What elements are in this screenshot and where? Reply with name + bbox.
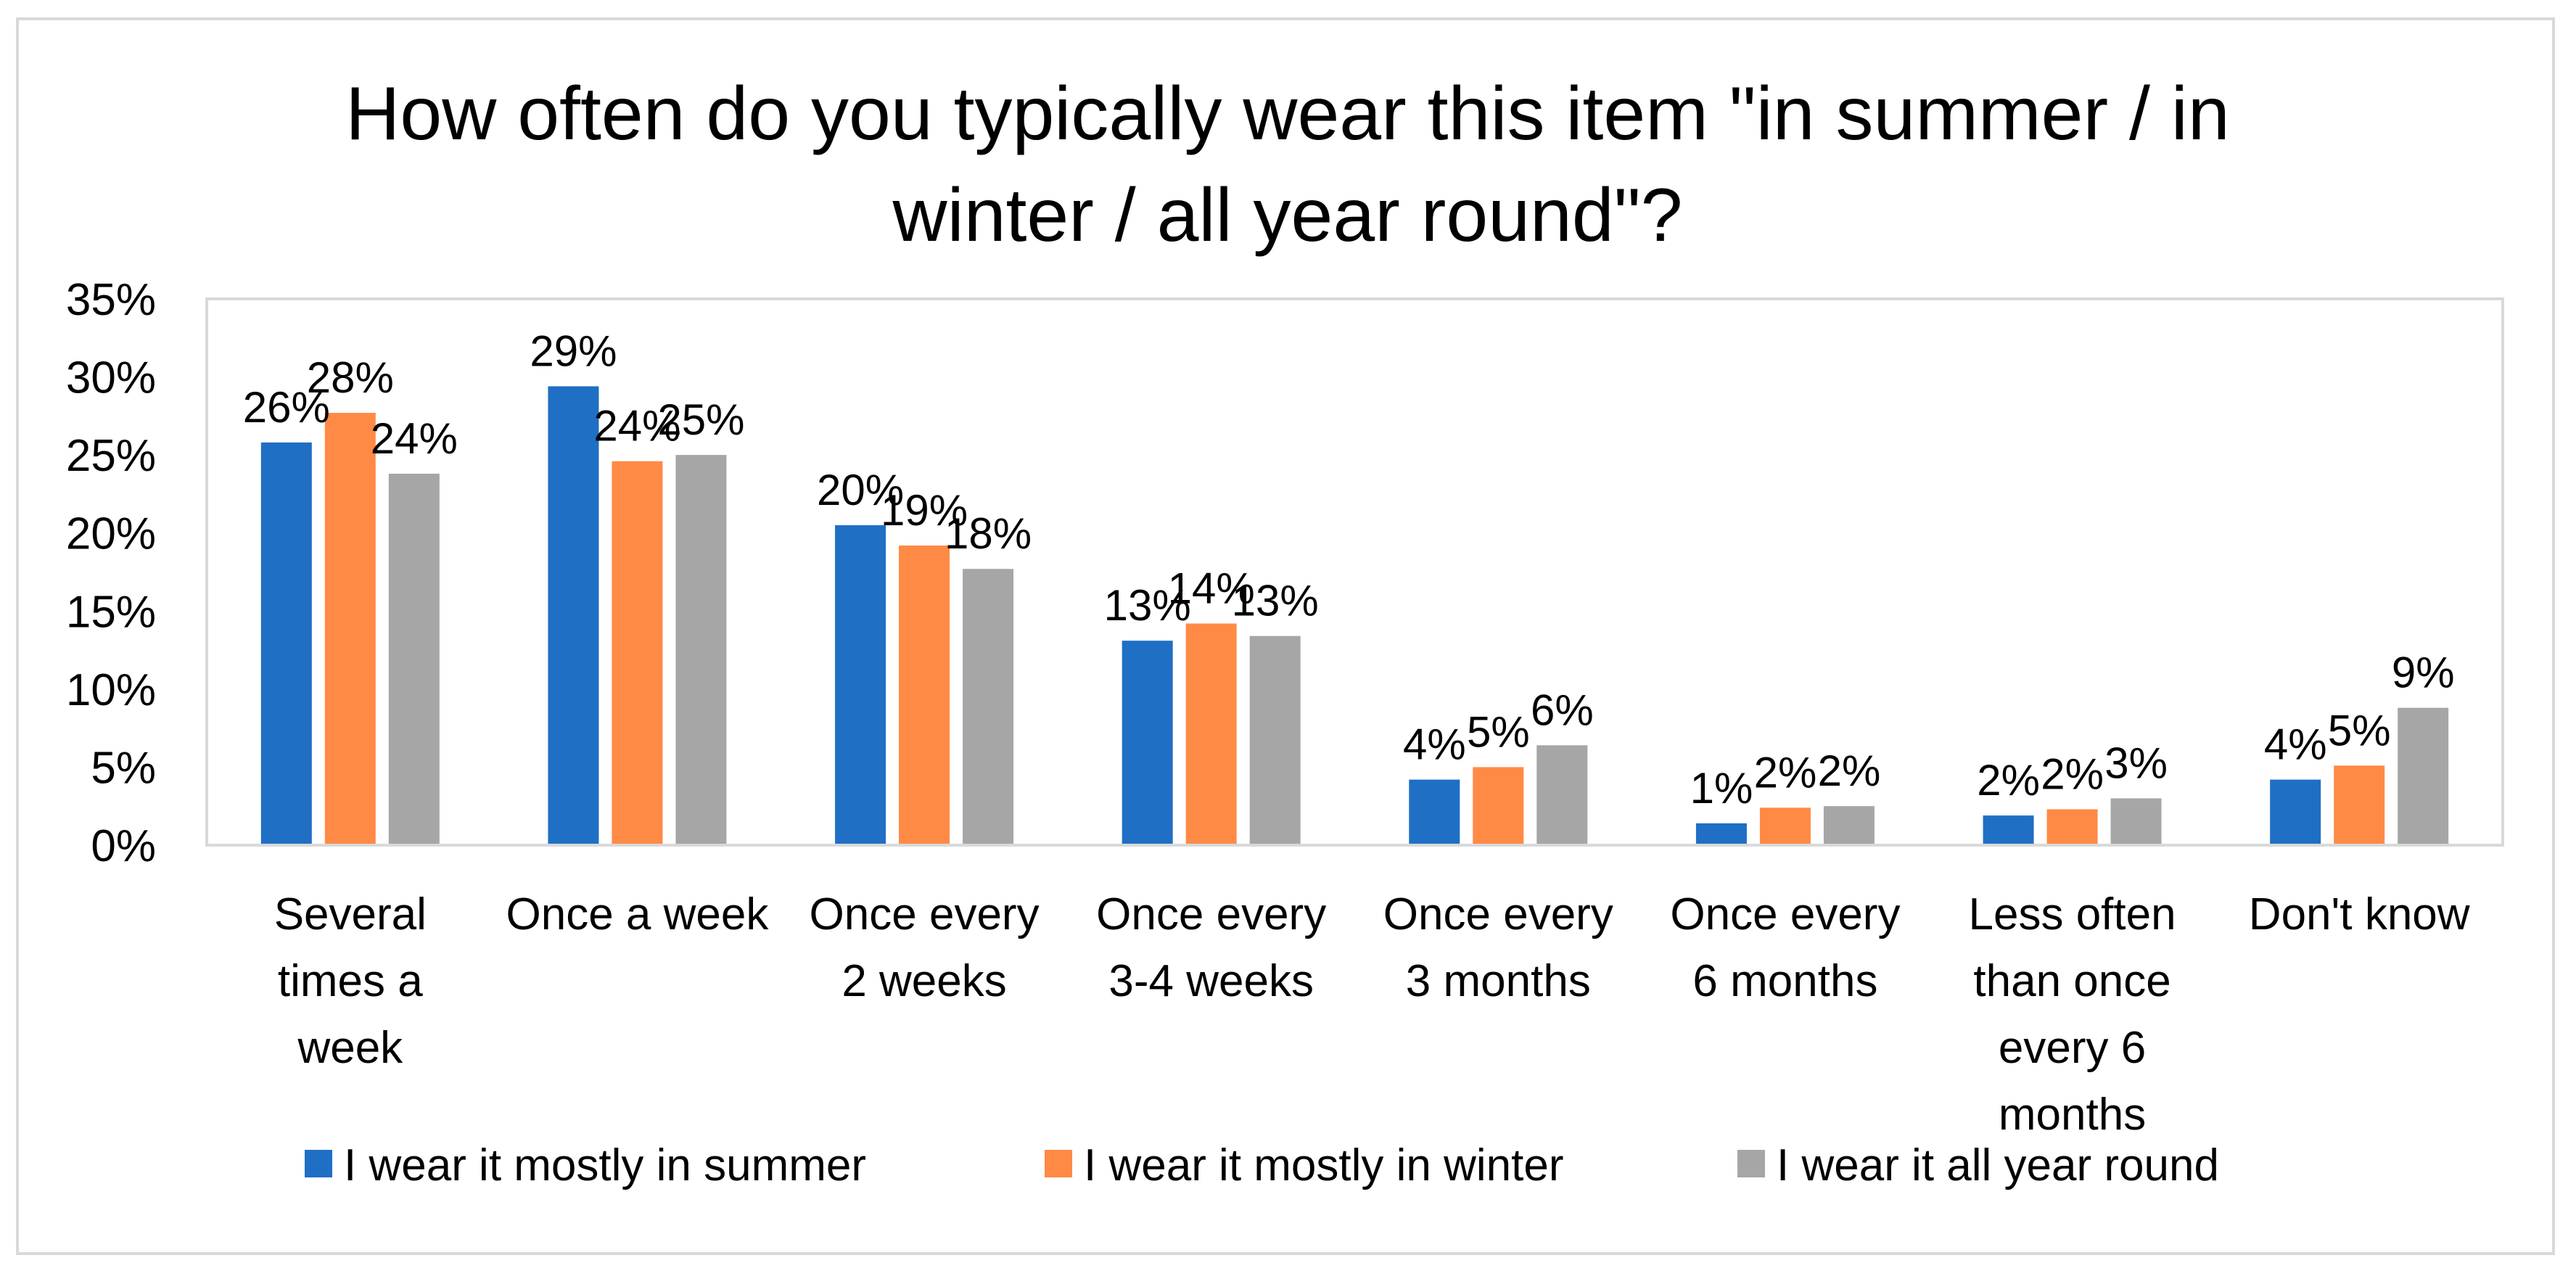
bar — [2398, 707, 2449, 845]
x-tick-label: 3-4 weeks — [1108, 956, 1314, 1006]
data-label: 24% — [593, 402, 680, 451]
bar — [612, 461, 663, 845]
legend-label: I wear it mostly in winter — [1084, 1140, 1564, 1190]
x-axis: Several times a week Once a week Once every 2… — [274, 889, 2470, 1140]
data-label: 19% — [881, 486, 968, 535]
data-labels: 26%29%20%13%4%1% 2%4%28%24%19%14%5%2% 2%5%… — [243, 326, 2455, 812]
chart-title: How often do you typically wear this ite… — [345, 72, 2229, 258]
bar — [388, 473, 440, 845]
data-label: 5% — [1467, 707, 1530, 756]
bar — [899, 545, 950, 845]
legend-label: I wear it all year round — [1777, 1140, 2219, 1190]
x-tick-label: Once every — [810, 889, 1040, 939]
data-label: 13% — [1104, 581, 1191, 630]
bar — [1983, 815, 2034, 845]
bar — [1759, 807, 1811, 845]
chart-title-line: winter / all year round"? — [892, 173, 1682, 258]
bar — [963, 569, 1014, 845]
bars — [260, 386, 2449, 845]
data-label: 13% — [1232, 577, 1319, 625]
bar — [260, 442, 312, 845]
data-label: 1% — [1690, 764, 1753, 813]
x-tick-label: Don't know — [2249, 889, 2470, 939]
data-label: 14% — [1168, 564, 1255, 612]
y-tick-label: 10% — [66, 665, 156, 715]
data-label: 3% — [2104, 739, 2168, 787]
x-tick-label: Once a week — [506, 889, 770, 939]
data-label: 4% — [2264, 720, 2327, 769]
y-tick-label: 25% — [66, 431, 156, 481]
bar — [835, 525, 886, 845]
y-tick-label: 5% — [91, 743, 156, 793]
data-label: 2% — [1754, 748, 1817, 797]
bar — [2110, 798, 2162, 845]
x-tick-label: months — [1999, 1090, 2146, 1140]
data-label: 26% — [243, 383, 330, 432]
x-tick-label: 2 weeks — [841, 956, 1006, 1006]
data-label: 28% — [307, 353, 394, 402]
legend: I wear it mostly in summer I wear it most… — [305, 1140, 2219, 1190]
legend-swatch — [305, 1150, 332, 1177]
x-tick-label: 3 months — [1406, 956, 1591, 1006]
y-tick-label: 35% — [66, 275, 156, 325]
data-label: 20% — [817, 466, 904, 514]
data-label: 5% — [2328, 706, 2391, 754]
y-tick-label: 0% — [91, 821, 156, 871]
y-tick-label: 20% — [66, 509, 156, 559]
data-label: 9% — [2392, 649, 2455, 697]
x-tick-label: Several — [274, 889, 427, 939]
bar — [548, 386, 599, 845]
x-tick-label: Once every — [1383, 889, 1613, 939]
bar — [2270, 779, 2321, 845]
legend-swatch — [1045, 1150, 1072, 1177]
data-label: 2% — [1818, 746, 1881, 795]
bar — [2334, 765, 2385, 845]
x-tick-label: Once every — [1096, 889, 1326, 939]
bar — [675, 455, 727, 845]
chart-title-line: How often do you typically wear this ite… — [345, 72, 2229, 156]
chart-frame — [16, 17, 2555, 1255]
data-label: 24% — [371, 414, 458, 463]
data-label: 29% — [530, 326, 617, 375]
x-tick-label: times a — [278, 956, 423, 1006]
x-tick-label: than once — [1973, 956, 2170, 1006]
x-tick-label: every 6 — [1999, 1023, 2146, 1073]
data-label: 25% — [657, 395, 744, 444]
data-label: 2% — [2041, 750, 2104, 799]
bar — [1122, 641, 1173, 845]
x-tick-label: week — [297, 1023, 403, 1073]
data-label: 18% — [945, 509, 1032, 558]
legend-label: I wear it mostly in summer — [344, 1140, 866, 1190]
bar — [1823, 806, 1875, 845]
bar — [1695, 823, 1747, 845]
x-tick-label: Less often — [1969, 889, 2176, 939]
bar — [324, 413, 376, 845]
bar — [1249, 636, 1301, 845]
data-label: 2% — [1977, 756, 2040, 805]
y-tick-label: 30% — [66, 353, 156, 403]
legend-swatch — [1737, 1150, 1765, 1177]
x-tick-label: 6 months — [1692, 956, 1877, 1006]
data-label: 4% — [1403, 720, 1466, 769]
bar — [1536, 745, 1588, 845]
y-tick-label: 15% — [66, 587, 156, 637]
bar — [1473, 767, 1524, 845]
y-axis: 0% 5% 10% 15% 20% 25% 30% 35% — [66, 275, 156, 871]
bar — [2046, 809, 2098, 845]
x-tick-label: Once every — [1670, 889, 1900, 939]
data-label: 6% — [1531, 686, 1594, 734]
bar — [1185, 623, 1237, 845]
bar — [1409, 779, 1460, 845]
